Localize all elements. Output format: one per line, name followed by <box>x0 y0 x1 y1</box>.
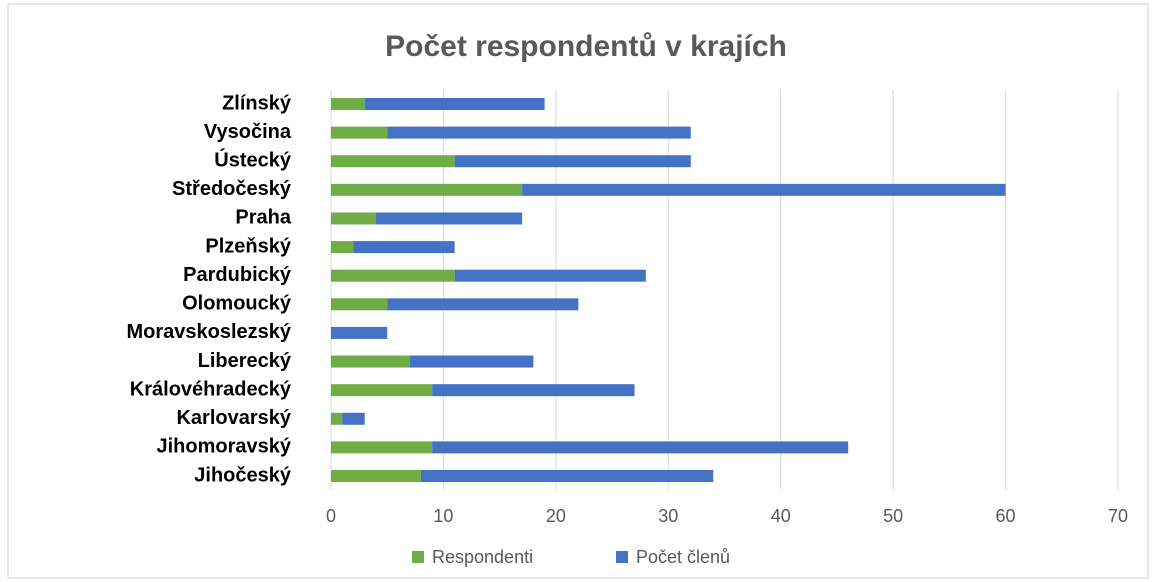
bar-segment <box>331 126 388 139</box>
y-tick-label: Jihomoravský <box>156 436 291 458</box>
bar-segment <box>331 298 388 311</box>
legend-swatch <box>412 551 424 563</box>
bar-segment <box>387 126 691 139</box>
bar-segment <box>364 98 545 110</box>
bar-segment <box>331 212 376 225</box>
legend-swatch <box>616 551 628 563</box>
bar-segment <box>409 355 534 368</box>
y-tick-label: Moravskoslezský <box>126 321 291 343</box>
x-tick-label: 50 <box>883 506 903 526</box>
legend-label: Respondenti <box>432 547 533 567</box>
y-tick-label: Královéhradecký <box>130 378 292 400</box>
x-tick-label: 70 <box>1108 506 1128 526</box>
bar-segment <box>375 212 523 225</box>
bar-segment <box>331 384 433 397</box>
bar-segment <box>331 441 433 454</box>
bar-segment <box>353 241 455 254</box>
x-tick-label: 40 <box>771 506 791 526</box>
y-tick-label: Středočeský <box>172 178 292 200</box>
y-tick-label: Karlovarský <box>176 407 291 429</box>
bar-segment <box>387 298 579 311</box>
bar-segment <box>331 355 410 368</box>
bar-segment <box>432 441 849 454</box>
x-tick-label: 30 <box>658 506 678 526</box>
bar-segment <box>420 470 714 482</box>
bar-segment <box>432 384 635 397</box>
bar-segment <box>454 269 646 282</box>
y-tick-label: Olomoucký <box>182 293 292 315</box>
x-tick-label: 20 <box>546 506 566 526</box>
bar-segment <box>522 183 1006 196</box>
y-tick-label: Zlínský <box>222 92 292 114</box>
bar-segment <box>331 470 421 482</box>
bar-segment <box>331 412 343 425</box>
bar-segment <box>454 155 691 168</box>
y-tick-label: Jihočeský <box>194 464 292 486</box>
bar-segment <box>331 155 455 168</box>
chart-title: Počet respondentů v krajích <box>385 30 787 63</box>
legend-label: Počet členů <box>636 547 730 567</box>
bar-segment <box>331 183 523 196</box>
bar-segment <box>331 98 365 110</box>
y-tick-label: Liberecký <box>198 350 292 372</box>
x-tick-label: 60 <box>996 506 1016 526</box>
chart-frame <box>7 3 1149 579</box>
y-tick-label: Vysočina <box>204 121 292 143</box>
bar-segment <box>331 241 354 254</box>
bar-segment <box>342 412 365 425</box>
y-tick-label: Praha <box>235 207 291 229</box>
bar-segment <box>331 326 388 339</box>
y-tick-label: Ústecký <box>214 148 292 172</box>
y-tick-label: Plzeňský <box>205 235 291 257</box>
x-tick-label: 0 <box>326 506 336 526</box>
y-tick-label: Pardubický <box>183 264 292 286</box>
x-tick-label: 10 <box>433 506 453 526</box>
bar-segment <box>331 269 455 282</box>
